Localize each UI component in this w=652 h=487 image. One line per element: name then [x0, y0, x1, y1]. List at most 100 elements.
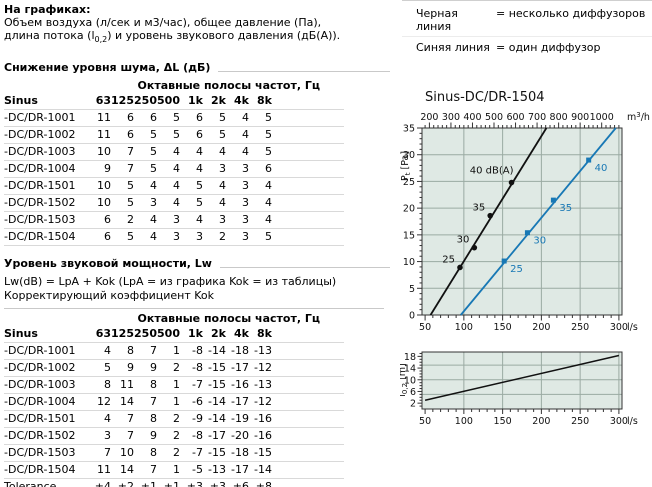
cell: 3 [104, 429, 111, 442]
svg-text:700: 700 [528, 112, 546, 123]
intro-title: На графиках: [4, 3, 91, 16]
row-label: -DC/DR-1004 [4, 395, 76, 408]
cell: 6 [127, 128, 134, 141]
table-row: -DC/DR-1001 4 8 7 1 -8 -14 -18 -13 [4, 343, 344, 360]
cell: 3 [173, 213, 180, 226]
cell: -14 [208, 344, 226, 357]
svg-text:600: 600 [506, 112, 524, 123]
cell: 2 [173, 412, 180, 425]
svg-text:150: 150 [494, 416, 512, 427]
table-row: -DC/DR-1502 10 5 3 4 5 4 3 4 [4, 195, 344, 212]
cell: 4 [173, 162, 180, 175]
cell: 5 [265, 111, 272, 124]
svg-text:40 dB(A): 40 dB(A) [470, 166, 514, 177]
plot-area [421, 351, 623, 410]
cell: -15 [208, 361, 226, 374]
svg-text:30: 30 [403, 150, 415, 161]
table-row: Tolerance ±4 ±2 ±1 ±1 ±3 ±3 ±6 ±8 [4, 479, 344, 487]
svg-text:300: 300 [610, 322, 628, 333]
svg-text:35: 35 [472, 203, 485, 214]
cell: 6 [104, 230, 111, 243]
line-legend: Черная линия = несколько диффузоров Синя… [402, 0, 652, 57]
cell: 1 [173, 344, 180, 357]
section-title-row: Снижение уровня шума, ΔL (дБ) [4, 61, 392, 74]
cell: -16 [254, 429, 272, 442]
cell: -13 [254, 378, 272, 391]
cell: 10 [97, 196, 111, 209]
svg-text:l/s: l/s [627, 416, 638, 427]
top-axis: 200 300 400 500 600 700 800 900 1000 m3/h [420, 111, 650, 128]
svg-text:5: 5 [409, 284, 415, 295]
cell: 4 [196, 213, 203, 226]
cell: 4 [242, 128, 249, 141]
cell: -16 [254, 412, 272, 425]
cell: -14 [208, 412, 226, 425]
svg-text:25: 25 [403, 177, 415, 188]
cell: -8 [192, 361, 203, 374]
cell: 7 [104, 446, 111, 459]
cell: -5 [192, 463, 203, 476]
chart-title: Sinus-DC/DR-1504 [425, 90, 545, 105]
cell: 7 [127, 162, 134, 175]
cell: 4 [150, 179, 157, 192]
cell: 4 [150, 213, 157, 226]
cell: 3 [242, 162, 249, 175]
cell: 5 [265, 230, 272, 243]
cell: 11 [97, 128, 111, 141]
cell: 4 [219, 179, 226, 192]
cell: -16 [231, 378, 249, 391]
cell: 6 [150, 111, 157, 124]
section-title: Уровень звуковой мощности, Lw [4, 257, 212, 270]
row-label: -DC/DR-1001 [4, 111, 76, 124]
cell: 10 [120, 446, 134, 459]
left-column: На графиках: Объем воздуха (л/сек и м3/ч… [4, 0, 398, 487]
svg-text:800: 800 [550, 112, 568, 123]
cell: 7 [127, 412, 134, 425]
section-title: Снижение уровня шума, ΔL (дБ) [4, 61, 211, 74]
cell: 3 [173, 230, 180, 243]
cell: 4 [104, 412, 111, 425]
cell: 11 [97, 463, 111, 476]
section-noise-reduction: Снижение уровня шума, ΔL (дБ) Октавные п… [4, 61, 398, 246]
table-row: -DC/DR-1501 10 5 4 4 5 4 3 4 [4, 178, 344, 195]
svg-text:30: 30 [533, 236, 546, 247]
cell: 1 [173, 463, 180, 476]
svg-text:18: 18 [404, 352, 416, 363]
cell: ±3 [186, 480, 203, 487]
cell: 6 [265, 162, 272, 175]
row-label: -DC/DR-1003 [4, 378, 76, 391]
cell: 4 [150, 230, 157, 243]
svg-text:250: 250 [571, 322, 589, 333]
cell: ±1 [140, 480, 157, 487]
cell: 250 [134, 94, 157, 107]
cell: ±2 [117, 480, 134, 487]
cell: 3 [242, 213, 249, 226]
section-title-row: Уровень звуковой мощности, Lw [4, 257, 392, 270]
table-row: -DC/DR-1002 11 6 5 5 6 5 4 5 [4, 127, 344, 144]
table-row: -DC/DR-1004 12 14 7 1 -6 -14 -17 -12 [4, 394, 344, 411]
svg-text:20: 20 [403, 204, 415, 215]
cell: 4 [196, 162, 203, 175]
cell: -18 [231, 446, 249, 459]
table-row: -DC/DR-1504 6 5 4 3 3 2 3 5 [4, 229, 344, 246]
cell: ±3 [209, 480, 226, 487]
intro-line-2: длина потока (l0,2) и уровень звукового … [4, 29, 341, 44]
legend-value: = один диффузор [496, 41, 601, 54]
cell: -14 [254, 463, 272, 476]
legend-row-blue-line: Синяя линия = один диффузор [402, 36, 652, 57]
svg-text:250: 250 [571, 416, 589, 427]
cell: 5 [196, 196, 203, 209]
row-label: -DC/DR-1503 [4, 213, 76, 226]
cell: ±8 [255, 480, 272, 487]
cell: -13 [208, 463, 226, 476]
cell: 63 [95, 327, 111, 340]
cell: 2 [173, 361, 180, 374]
cell: -14 [208, 395, 226, 408]
cell: 7 [150, 395, 157, 408]
cell: -8 [192, 429, 203, 442]
cell: 5 [219, 128, 226, 141]
row-label: -DC/DR-1501 [4, 179, 76, 192]
cell: -18 [231, 344, 249, 357]
